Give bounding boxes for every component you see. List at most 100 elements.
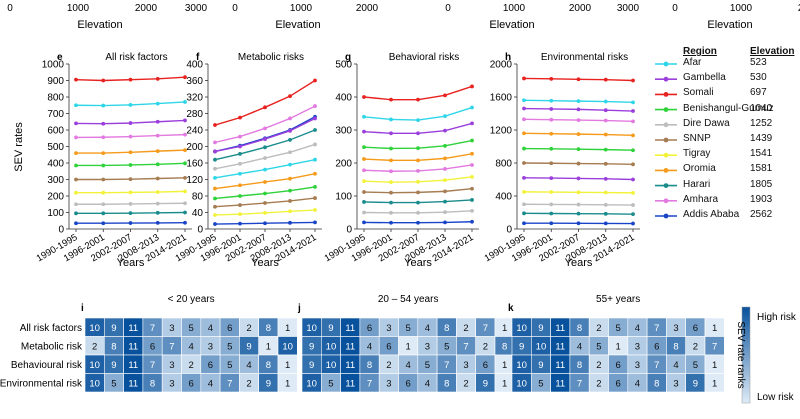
heatmap-cell-label-k: 4 xyxy=(673,360,678,371)
heatmap-cell-label-k: 8 xyxy=(654,378,659,389)
heatmap-cell-label-k: 1 xyxy=(712,323,717,334)
top-elevation-tick: 2000 xyxy=(356,3,379,14)
heatmap-cell-label-j: 8 xyxy=(367,360,372,371)
heatmap-cell-label-j: 5 xyxy=(425,360,430,371)
y-tick-label-f: 360 xyxy=(186,76,203,87)
data-point-e xyxy=(74,121,78,126)
data-point-g xyxy=(389,158,393,163)
y-tick-label-f: 0 xyxy=(197,225,203,236)
data-point-h xyxy=(549,131,554,136)
heatmap-cell-label-j: 3 xyxy=(386,378,391,389)
data-point-h xyxy=(603,202,608,207)
legend-swatch-marker xyxy=(663,122,669,128)
data-point-f xyxy=(313,196,317,200)
data-point-h xyxy=(631,78,635,83)
data-point-e xyxy=(74,135,78,140)
data-point-e xyxy=(101,78,106,83)
data-point-g xyxy=(470,138,474,143)
top-elevation-tick: 1000 xyxy=(290,3,313,14)
legend-region-label: Addis Ababa xyxy=(683,209,740,220)
heatmap-cell-label-k: 4 xyxy=(635,378,640,389)
data-point-e xyxy=(101,211,106,216)
series-line-f xyxy=(214,79,316,126)
x-axis-label-g: Years xyxy=(404,257,432,269)
data-point-f xyxy=(313,142,317,147)
top-elevation-xlabel: Elevation xyxy=(275,19,320,31)
heatmap-title-j: 20 – 54 years xyxy=(378,294,439,305)
heatmap-cell-label-j: 10 xyxy=(306,323,317,334)
data-point-h xyxy=(603,99,608,104)
legend-elevation-value: 1903 xyxy=(750,193,773,205)
data-point-e xyxy=(155,133,160,138)
data-point-e xyxy=(101,103,106,108)
heatmap-cell-label-i: 5 xyxy=(189,323,194,334)
legend-swatch-marker xyxy=(663,107,669,112)
heatmap-cell-label-i: 6 xyxy=(189,378,194,389)
data-point-g xyxy=(443,199,447,204)
data-point-g xyxy=(416,169,420,173)
y-tick-label-h: 400 xyxy=(495,192,512,203)
data-point-g xyxy=(416,158,420,163)
top-elevation-xlabel: Elevation xyxy=(77,19,122,31)
panel-letter-j: j xyxy=(297,303,301,314)
heatmap-cell-label-k: 5 xyxy=(596,341,601,352)
y-tick-label-f: 200 xyxy=(186,142,203,153)
data-point-g xyxy=(443,156,447,161)
heatmap-row-label: All risk factors xyxy=(20,323,82,334)
heatmap-cell-label-k: 4 xyxy=(577,341,582,352)
heatmap-cell-label-j: 6 xyxy=(386,341,391,352)
data-point-g xyxy=(362,95,366,99)
heatmap-cell-label-i: 2 xyxy=(92,341,97,352)
heatmap-title-k: 55+ years xyxy=(596,294,640,305)
panel-letter-f: f xyxy=(196,52,200,63)
data-point-h xyxy=(549,76,554,81)
heatmap-cell-label-k: 9 xyxy=(538,360,543,371)
data-point-g xyxy=(443,93,447,98)
panel-letter-h: h xyxy=(505,52,511,63)
heatmap-cell-label-j: 5 xyxy=(444,341,449,352)
data-point-f xyxy=(213,222,217,226)
data-point-g xyxy=(443,220,447,225)
top-elevation-tick: 1000 xyxy=(503,3,526,14)
heatmap-cell-label-i: 4 xyxy=(246,360,251,371)
heatmap-cell-label-i: 4 xyxy=(189,341,194,352)
data-point-h xyxy=(522,221,526,226)
data-point-e xyxy=(155,101,160,106)
data-point-e xyxy=(128,77,133,82)
y-tick-label-f: 80 xyxy=(192,192,204,203)
heatmap-cell-label-k: 6 xyxy=(616,360,621,371)
data-point-e xyxy=(74,221,78,226)
data-point-f xyxy=(288,94,292,99)
data-point-e xyxy=(155,176,160,181)
data-point-h xyxy=(522,131,526,136)
data-point-f xyxy=(238,115,242,120)
heatmap-cell-label-j: 4 xyxy=(406,360,411,371)
heatmap-cell-label-k: 3 xyxy=(673,323,678,334)
heatmap-cell-label-j: 2 xyxy=(463,378,468,389)
y-tick-label-e: 800 xyxy=(47,93,64,104)
heatmap-cell-label-k: 6 xyxy=(693,323,698,334)
heatmap-cell-label-k: 7 xyxy=(712,341,717,352)
heatmap-cell-label-k: 3 xyxy=(673,378,678,389)
data-point-e xyxy=(128,163,133,167)
data-point-g xyxy=(470,84,474,89)
y-tick-label-f: 400 xyxy=(186,60,203,71)
data-point-e xyxy=(128,103,133,107)
data-point-e xyxy=(101,202,106,207)
heatmap-cell-label-i: 2 xyxy=(246,378,251,389)
heatmap-cell-k xyxy=(704,373,725,393)
panel-letter-e: e xyxy=(57,52,63,63)
legend-elevation-value: 2562 xyxy=(750,209,773,220)
heatmap-cell-label-j: 3 xyxy=(425,341,430,352)
heatmap-cell-label-k: 10 xyxy=(516,323,527,334)
x-axis-label-h: Years xyxy=(565,257,593,269)
heatmap-cell-label-j: 4 xyxy=(425,323,430,334)
data-point-e xyxy=(155,149,160,154)
data-point-h xyxy=(549,202,554,207)
heatmap-cell-label-j: 11 xyxy=(345,323,355,334)
data-point-f xyxy=(263,105,267,110)
data-point-h xyxy=(603,211,608,216)
heatmap-cell-label-i: 4 xyxy=(208,323,213,334)
data-point-e xyxy=(183,201,187,206)
